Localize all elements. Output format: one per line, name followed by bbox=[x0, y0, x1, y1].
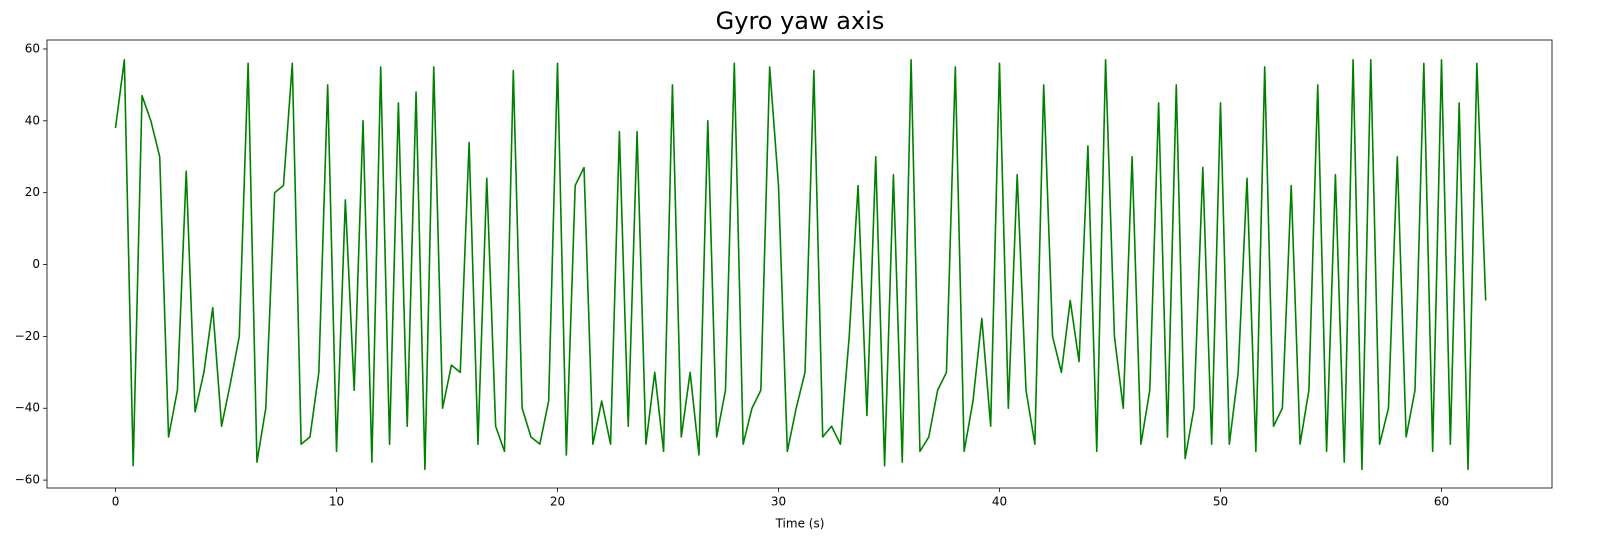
y-tick-label: −60 bbox=[15, 473, 40, 487]
x-tick-label: 0 bbox=[112, 495, 120, 509]
y-tick-label: 0 bbox=[32, 257, 40, 271]
plot-frame bbox=[46, 39, 1553, 489]
y-tick-label: 60 bbox=[25, 41, 40, 55]
x-axis-label: Time (s) bbox=[775, 517, 825, 531]
chart-title: Gyro yaw axis bbox=[716, 7, 885, 35]
y-tick-label: 40 bbox=[25, 113, 40, 127]
x-tick-label: 30 bbox=[771, 495, 786, 509]
y-tick-label: 20 bbox=[25, 185, 40, 199]
x-tick-label: 60 bbox=[1434, 495, 1449, 509]
y-tick-label: −20 bbox=[15, 329, 40, 343]
x-tick-label: 10 bbox=[329, 495, 344, 509]
x-tick-label: 40 bbox=[992, 495, 1007, 509]
x-tick-label: 50 bbox=[1213, 495, 1228, 509]
y-tick-label: −40 bbox=[15, 401, 40, 415]
x-tick-label: 20 bbox=[550, 495, 565, 509]
data-line bbox=[114, 58, 1487, 471]
